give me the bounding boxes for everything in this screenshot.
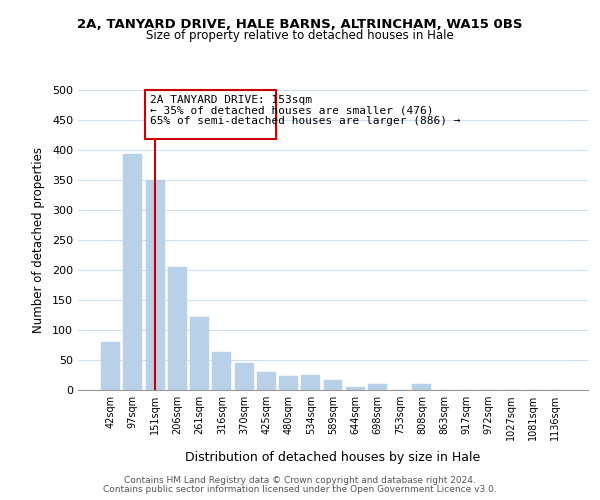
Bar (279, 376, 298, 390)
FancyBboxPatch shape (145, 90, 276, 139)
Bar (168, 267, 187, 390)
Text: Contains public sector information licensed under the Open Government Licence v3: Contains public sector information licen… (103, 485, 497, 494)
Bar (212, 352, 231, 390)
Text: 2A TANYARD DRIVE: 153sqm: 2A TANYARD DRIVE: 153sqm (149, 95, 311, 105)
Bar (124, 154, 142, 390)
Bar (412, 384, 431, 390)
Y-axis label: Number of detached properties: Number of detached properties (32, 147, 45, 333)
Text: Contains HM Land Registry data © Crown copyright and database right 2024.: Contains HM Land Registry data © Crown c… (124, 476, 476, 485)
Bar (146, 180, 164, 390)
Text: Size of property relative to detached houses in Hale: Size of property relative to detached ho… (146, 29, 454, 42)
Text: 65% of semi-detached houses are larger (886) →: 65% of semi-detached houses are larger (… (149, 116, 460, 126)
Bar (190, 317, 209, 390)
Bar (101, 342, 120, 390)
Bar (323, 380, 343, 390)
Bar (368, 384, 387, 390)
X-axis label: Distribution of detached houses by size in Hale: Distribution of detached houses by size … (185, 452, 481, 464)
Bar (235, 363, 254, 390)
Bar (257, 372, 276, 390)
Text: 2A, TANYARD DRIVE, HALE BARNS, ALTRINCHAM, WA15 0BS: 2A, TANYARD DRIVE, HALE BARNS, ALTRINCHA… (77, 18, 523, 30)
Bar (346, 387, 365, 390)
Text: ← 35% of detached houses are smaller (476): ← 35% of detached houses are smaller (47… (149, 106, 433, 116)
Bar (301, 375, 320, 390)
